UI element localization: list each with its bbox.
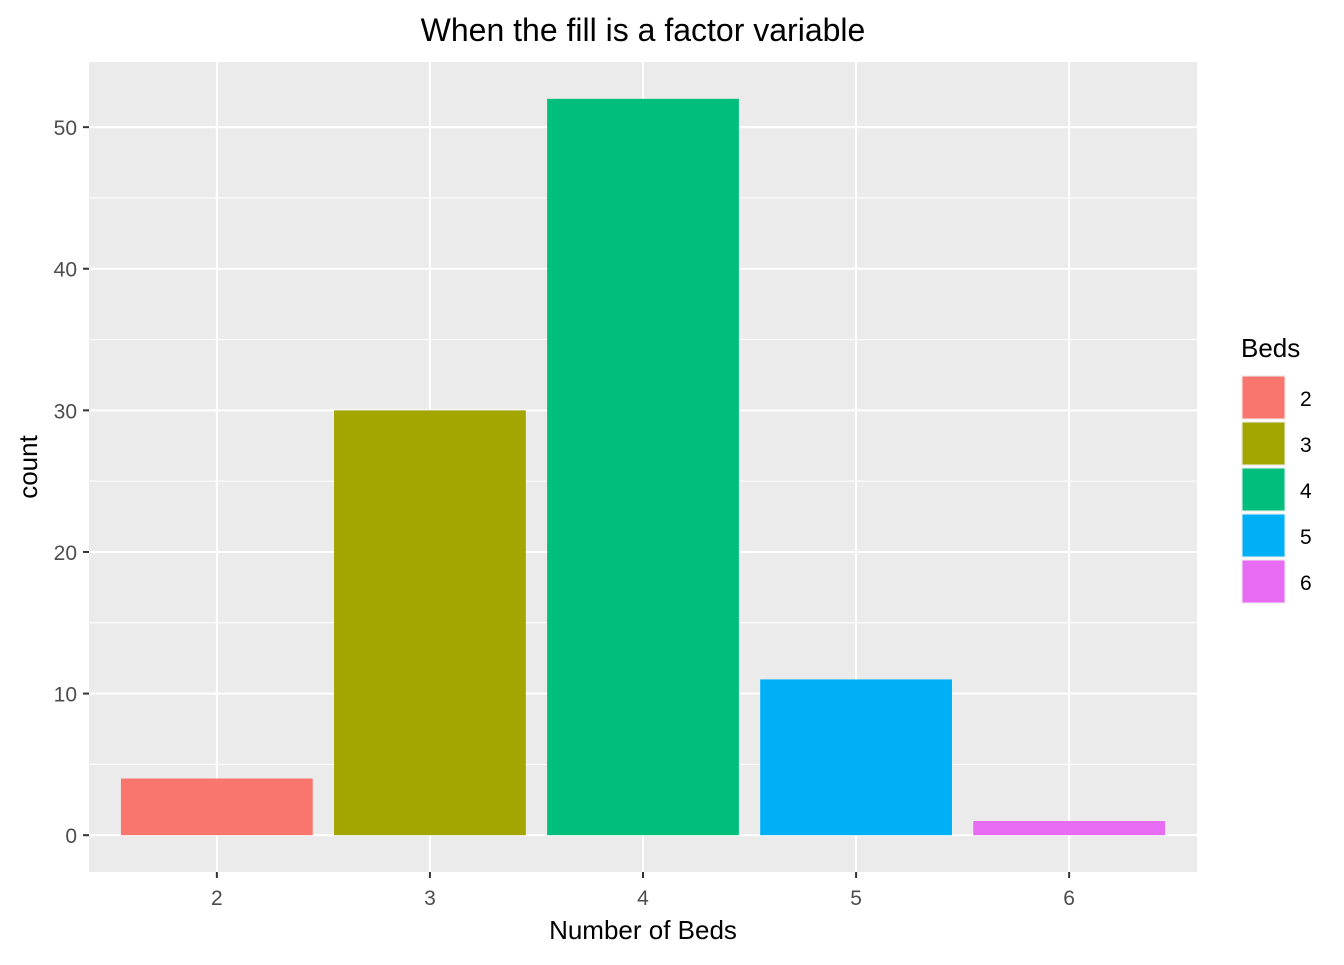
y-tick-label: 40 [54,259,77,282]
x-tick-label: 5 [850,887,862,910]
y-axis-label: count [13,434,43,498]
legend: 2 3 4 5 6 [1241,375,1312,604]
bars [120,98,1166,836]
legend-label: 3 [1300,434,1312,457]
x-tick-label: 3 [424,887,436,910]
chart-title: When the fill is a factor variable [421,12,866,48]
y-tick-label: 30 [54,400,77,423]
x-tick-label: 2 [211,887,223,910]
bar-4 [547,98,739,836]
legend-swatch-4 [1242,468,1285,511]
bar-6 [973,821,1166,836]
y-tick-label: 50 [54,117,77,140]
legend-label: 4 [1300,480,1312,503]
legend-label: 5 [1300,526,1312,549]
y-tick-label: 10 [54,684,77,707]
legend-label: 6 [1300,572,1312,595]
legend-swatch-2 [1242,376,1285,419]
legend-swatch-5 [1242,514,1285,557]
legend-swatch-6 [1242,560,1285,603]
x-tick-label: 6 [1063,887,1075,910]
legend-swatch-3 [1242,422,1285,465]
y-tick-label: 0 [65,825,77,848]
legend-label: 2 [1300,388,1312,411]
x-axis: 2 3 4 5 6 [211,872,1075,910]
legend-title: Beds [1241,333,1300,363]
y-axis: 0 10 20 30 40 50 [54,117,89,848]
bar-5 [760,679,952,836]
bar-3 [334,410,526,836]
x-tick-label: 4 [637,887,649,910]
y-tick-label: 20 [54,542,77,565]
bar-2 [120,778,313,836]
x-axis-label: Number of Beds [549,915,737,945]
